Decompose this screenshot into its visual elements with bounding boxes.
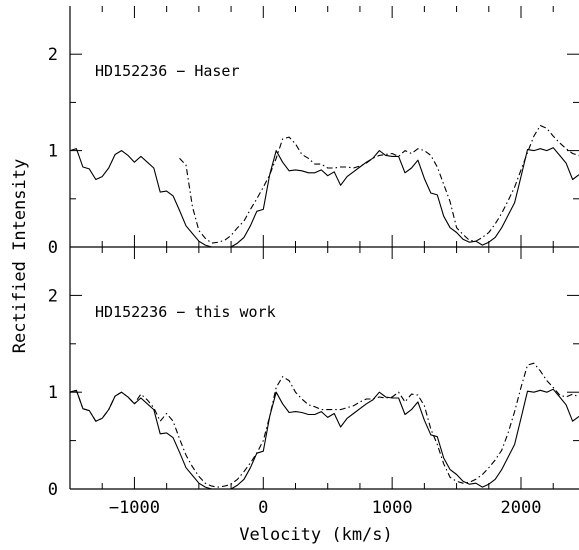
y-tick-label: 2	[48, 286, 58, 306]
x-tick-label: 0	[258, 498, 268, 518]
x-tick-label: 1000	[372, 498, 413, 518]
x-axis-label: Velocity (km/s)	[239, 525, 393, 545]
panel-2: 0 1 2 HD152236 − this work	[48, 247, 579, 500]
solid-series-line	[69, 147, 579, 248]
panel-1: 0 1 2 HD152236 − Haser	[48, 6, 579, 258]
panel-label: HD152236 − Haser	[95, 62, 240, 80]
dashdot-series-line	[69, 362, 579, 488]
y-tick-label: 0	[48, 238, 58, 258]
y-tick-label: 1	[48, 383, 58, 403]
solid-series-line	[69, 388, 579, 490]
y-tick-label: 0	[48, 480, 58, 500]
x-tick-label: 2000	[501, 498, 542, 518]
dashdot-series-line	[179, 124, 579, 244]
panel-label: HD152236 − this work	[95, 303, 276, 321]
y-tick-label: 2	[48, 45, 58, 65]
x-tick-label: −1000	[109, 498, 160, 518]
y-axis-label: Rectified Intensity	[10, 159, 30, 353]
panels-layer: 0 1 2 HD152236 − Haser 0 1 2 HD152236 − this wo…	[48, 6, 579, 518]
y-tick-label: 1	[48, 142, 58, 162]
